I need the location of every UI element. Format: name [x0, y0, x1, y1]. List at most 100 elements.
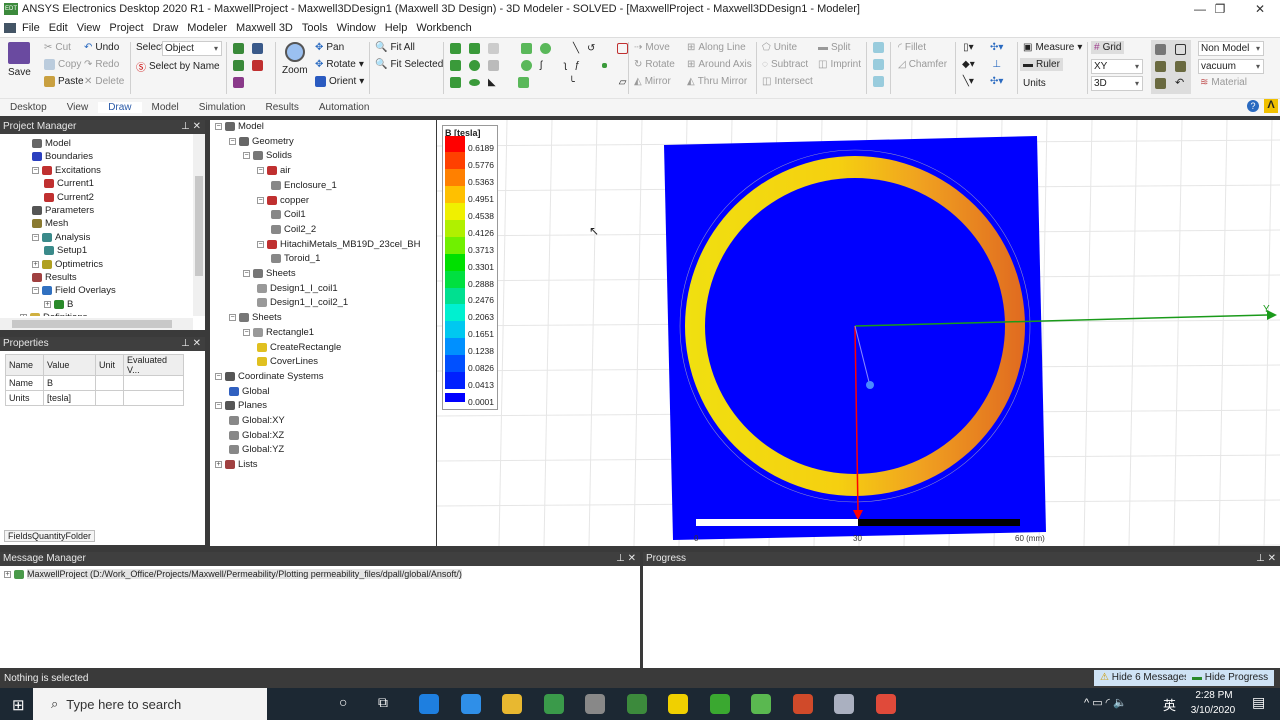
- circle-icon[interactable]: [521, 60, 532, 71]
- notifications-icon[interactable]: ▤: [1252, 694, 1266, 710]
- units-button[interactable]: Units: [1023, 78, 1046, 89]
- bondwire-icon[interactable]: ◣: [488, 77, 496, 88]
- tree-item[interactable]: Global:YZ: [229, 444, 284, 455]
- tree-item[interactable]: + Lists: [215, 459, 258, 470]
- collapse-icon[interactable]: −: [257, 240, 264, 248]
- ruler-button[interactable]: ▬ Ruler: [1020, 58, 1063, 71]
- rotate-object-button[interactable]: ↻ Rotate: [634, 59, 675, 70]
- torus-icon[interactable]: [469, 79, 480, 86]
- material-dropdown[interactable]: vacuum: [1198, 59, 1264, 74]
- relative-cs-icon[interactable]: ✣▾: [990, 42, 1004, 53]
- orient-button[interactable]: Orient ▾: [315, 76, 364, 87]
- collapse-icon[interactable]: −: [32, 166, 39, 174]
- tree-item[interactable]: Coil2_2: [271, 224, 316, 235]
- arc-icon[interactable]: ↺: [587, 43, 596, 54]
- clock-time[interactable]: 2:28 PM: [1195, 690, 1233, 701]
- camtasia-icon[interactable]: [709, 694, 730, 714]
- tree-item[interactable]: − Analysis: [32, 232, 90, 243]
- minimize-button[interactable]: —: [1194, 2, 1206, 16]
- thicken-icon[interactable]: [873, 76, 884, 87]
- table-row[interactable]: Name B: [5, 375, 184, 391]
- kaspersky-icon[interactable]: [419, 694, 439, 714]
- collapse-icon[interactable]: −: [215, 372, 222, 380]
- select-by-name-button[interactable]: Ⓢ Select by Name: [136, 59, 220, 74]
- tree-item[interactable]: + B: [44, 299, 73, 310]
- equation-icon[interactable]: ƒ: [574, 60, 581, 71]
- tree-item[interactable]: CoverLines: [257, 356, 318, 367]
- help-icon[interactable]: ?: [1247, 100, 1259, 112]
- menu-file[interactable]: File: [22, 21, 40, 34]
- menu-edit[interactable]: Edit: [48, 21, 68, 34]
- undo-button[interactable]: ↶ Undo: [84, 42, 119, 53]
- tab-view[interactable]: View: [66, 102, 89, 113]
- collapse-icon[interactable]: −: [229, 137, 236, 145]
- chamfer-button[interactable]: ◿ Chamfer: [898, 59, 947, 70]
- rotate-view-button[interactable]: ✥ Rotate ▾: [315, 59, 364, 70]
- spiral-icon[interactable]: [488, 60, 499, 71]
- tab-simulation[interactable]: Simulation: [198, 102, 246, 113]
- sweep-around-icon[interactable]: [873, 59, 884, 70]
- tree-item[interactable]: − Field Overlays: [32, 285, 116, 296]
- tab-automation[interactable]: Automation: [318, 102, 370, 113]
- close-button[interactable]: ✕: [1254, 2, 1266, 16]
- tree-item[interactable]: Model: [32, 138, 71, 149]
- subtract-button[interactable]: ◌ Subtract: [762, 59, 808, 70]
- grid-button[interactable]: # Grid: [1091, 41, 1125, 54]
- tab-desktop[interactable]: Desktop: [10, 102, 47, 113]
- menu-workbench[interactable]: Workbench: [416, 21, 472, 34]
- table-row[interactable]: Units [tesla]: [5, 390, 184, 406]
- menu-help[interactable]: Help: [384, 21, 408, 34]
- redo-button[interactable]: ↷ Redo: [84, 59, 119, 70]
- tree-item[interactable]: Setup1: [44, 245, 87, 256]
- tree-item[interactable]: − Planes: [215, 400, 267, 411]
- tree-item[interactable]: Global:XY: [229, 415, 285, 426]
- tree-item[interactable]: Toroid_1: [271, 253, 320, 264]
- ellipse-icon[interactable]: [540, 43, 551, 54]
- hide-progress-button[interactable]: ▬ Hide Progress: [1186, 670, 1275, 686]
- expand-icon[interactable]: +: [215, 461, 222, 469]
- sweep-icon[interactable]: [873, 42, 884, 53]
- polygon-icon[interactable]: [517, 77, 529, 88]
- object-cs-icon[interactable]: ╲▾: [962, 76, 974, 87]
- move-cs-icon[interactable]: ✣▾: [990, 76, 1004, 87]
- system-menu-icon[interactable]: [4, 22, 16, 33]
- plane-icon[interactable]: ▱: [618, 77, 627, 88]
- pin-close-icons[interactable]: ⊥ ✕: [181, 121, 201, 132]
- cone-icon[interactable]: [469, 43, 480, 54]
- snap-grid-icon[interactable]: [1155, 44, 1166, 55]
- tree-item[interactable]: − HitachiMetals_MB19D_23cel_BH: [257, 239, 420, 250]
- tree-item[interactable]: − Excitations: [32, 165, 101, 176]
- pin-close-icons[interactable]: ⊥ ✕: [616, 553, 636, 564]
- tree-item[interactable]: Coil1: [271, 209, 306, 220]
- around-axis-button[interactable]: ⊞ Around Axis: [687, 59, 752, 70]
- tree-item[interactable]: Mesh: [32, 218, 68, 229]
- tree-item[interactable]: Current1: [44, 178, 94, 189]
- cs-icon[interactable]: ▯▾: [963, 42, 974, 53]
- tray-icons[interactable]: ^ ▭ ◜ 🔈: [1084, 697, 1127, 709]
- expand-icon[interactable]: +: [32, 260, 39, 268]
- fillet-button[interactable]: ◜ Fillet: [898, 42, 926, 53]
- imprint-button[interactable]: ◫ Imprint: [818, 59, 861, 70]
- tree-item[interactable]: Global:XZ: [229, 430, 284, 441]
- ime-indicator[interactable]: 英: [1163, 698, 1177, 713]
- unite-button[interactable]: ⬠ Unite: [762, 42, 797, 53]
- expand-icon[interactable]: +: [4, 570, 11, 578]
- tab-draw[interactable]: Draw: [98, 102, 142, 113]
- horizontal-scrollbar[interactable]: [0, 318, 193, 330]
- message-entry[interactable]: + MaxwellProject (D:/Work_Office/Projects…: [0, 566, 640, 582]
- clock-date[interactable]: 3/10/2020: [1190, 705, 1236, 716]
- zoom-button[interactable]: Zoom: [282, 42, 308, 76]
- tree-item[interactable]: − Coordinate Systems: [215, 371, 324, 382]
- tab-model[interactable]: Model: [151, 102, 179, 113]
- collapse-icon[interactable]: −: [215, 402, 222, 410]
- material-button[interactable]: ≋ Material: [1200, 77, 1247, 88]
- task-view-icon[interactable]: ⧉: [378, 694, 388, 710]
- tree-item[interactable]: Current2: [44, 192, 94, 203]
- tab-results[interactable]: Results: [265, 102, 299, 113]
- camtasia-recorder-icon[interactable]: [875, 694, 896, 714]
- tree-item[interactable]: − Model: [215, 121, 264, 132]
- line-icon[interactable]: ╲: [573, 43, 580, 54]
- menu-tools[interactable]: Tools: [301, 21, 328, 34]
- paste-button[interactable]: Paste: [44, 76, 84, 87]
- tree-item[interactable]: Design1_I_coil1: [257, 283, 338, 294]
